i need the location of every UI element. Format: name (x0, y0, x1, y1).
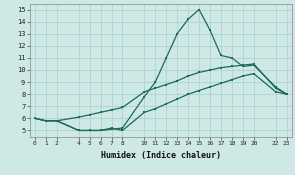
X-axis label: Humidex (Indice chaleur): Humidex (Indice chaleur) (101, 151, 221, 160)
